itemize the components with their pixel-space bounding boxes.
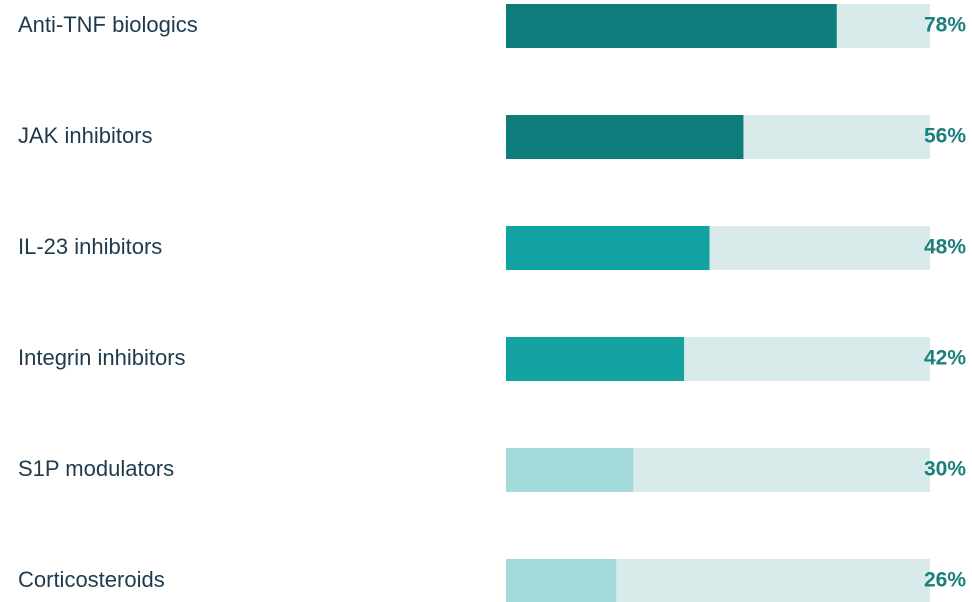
bar <box>506 115 744 159</box>
bar <box>506 448 634 492</box>
bar <box>506 226 710 270</box>
value-label: 78% <box>924 14 966 37</box>
value-label: 26% <box>924 569 966 592</box>
value-label: 30% <box>924 458 966 481</box>
category-label: JAK inhibitors <box>18 123 153 148</box>
category-label: Integrin inhibitors <box>18 345 186 370</box>
bar <box>506 337 685 381</box>
value-label: 42% <box>924 347 966 370</box>
value-label: 56% <box>924 125 966 148</box>
category-label: Corticosteroids <box>18 567 165 592</box>
category-label: Anti-TNF biologics <box>18 12 198 37</box>
category-label: IL-23 inhibitors <box>18 234 162 259</box>
value-label: 48% <box>924 236 966 259</box>
bar <box>506 559 617 602</box>
category-label: S1P modulators <box>18 456 174 481</box>
bar <box>506 4 837 48</box>
